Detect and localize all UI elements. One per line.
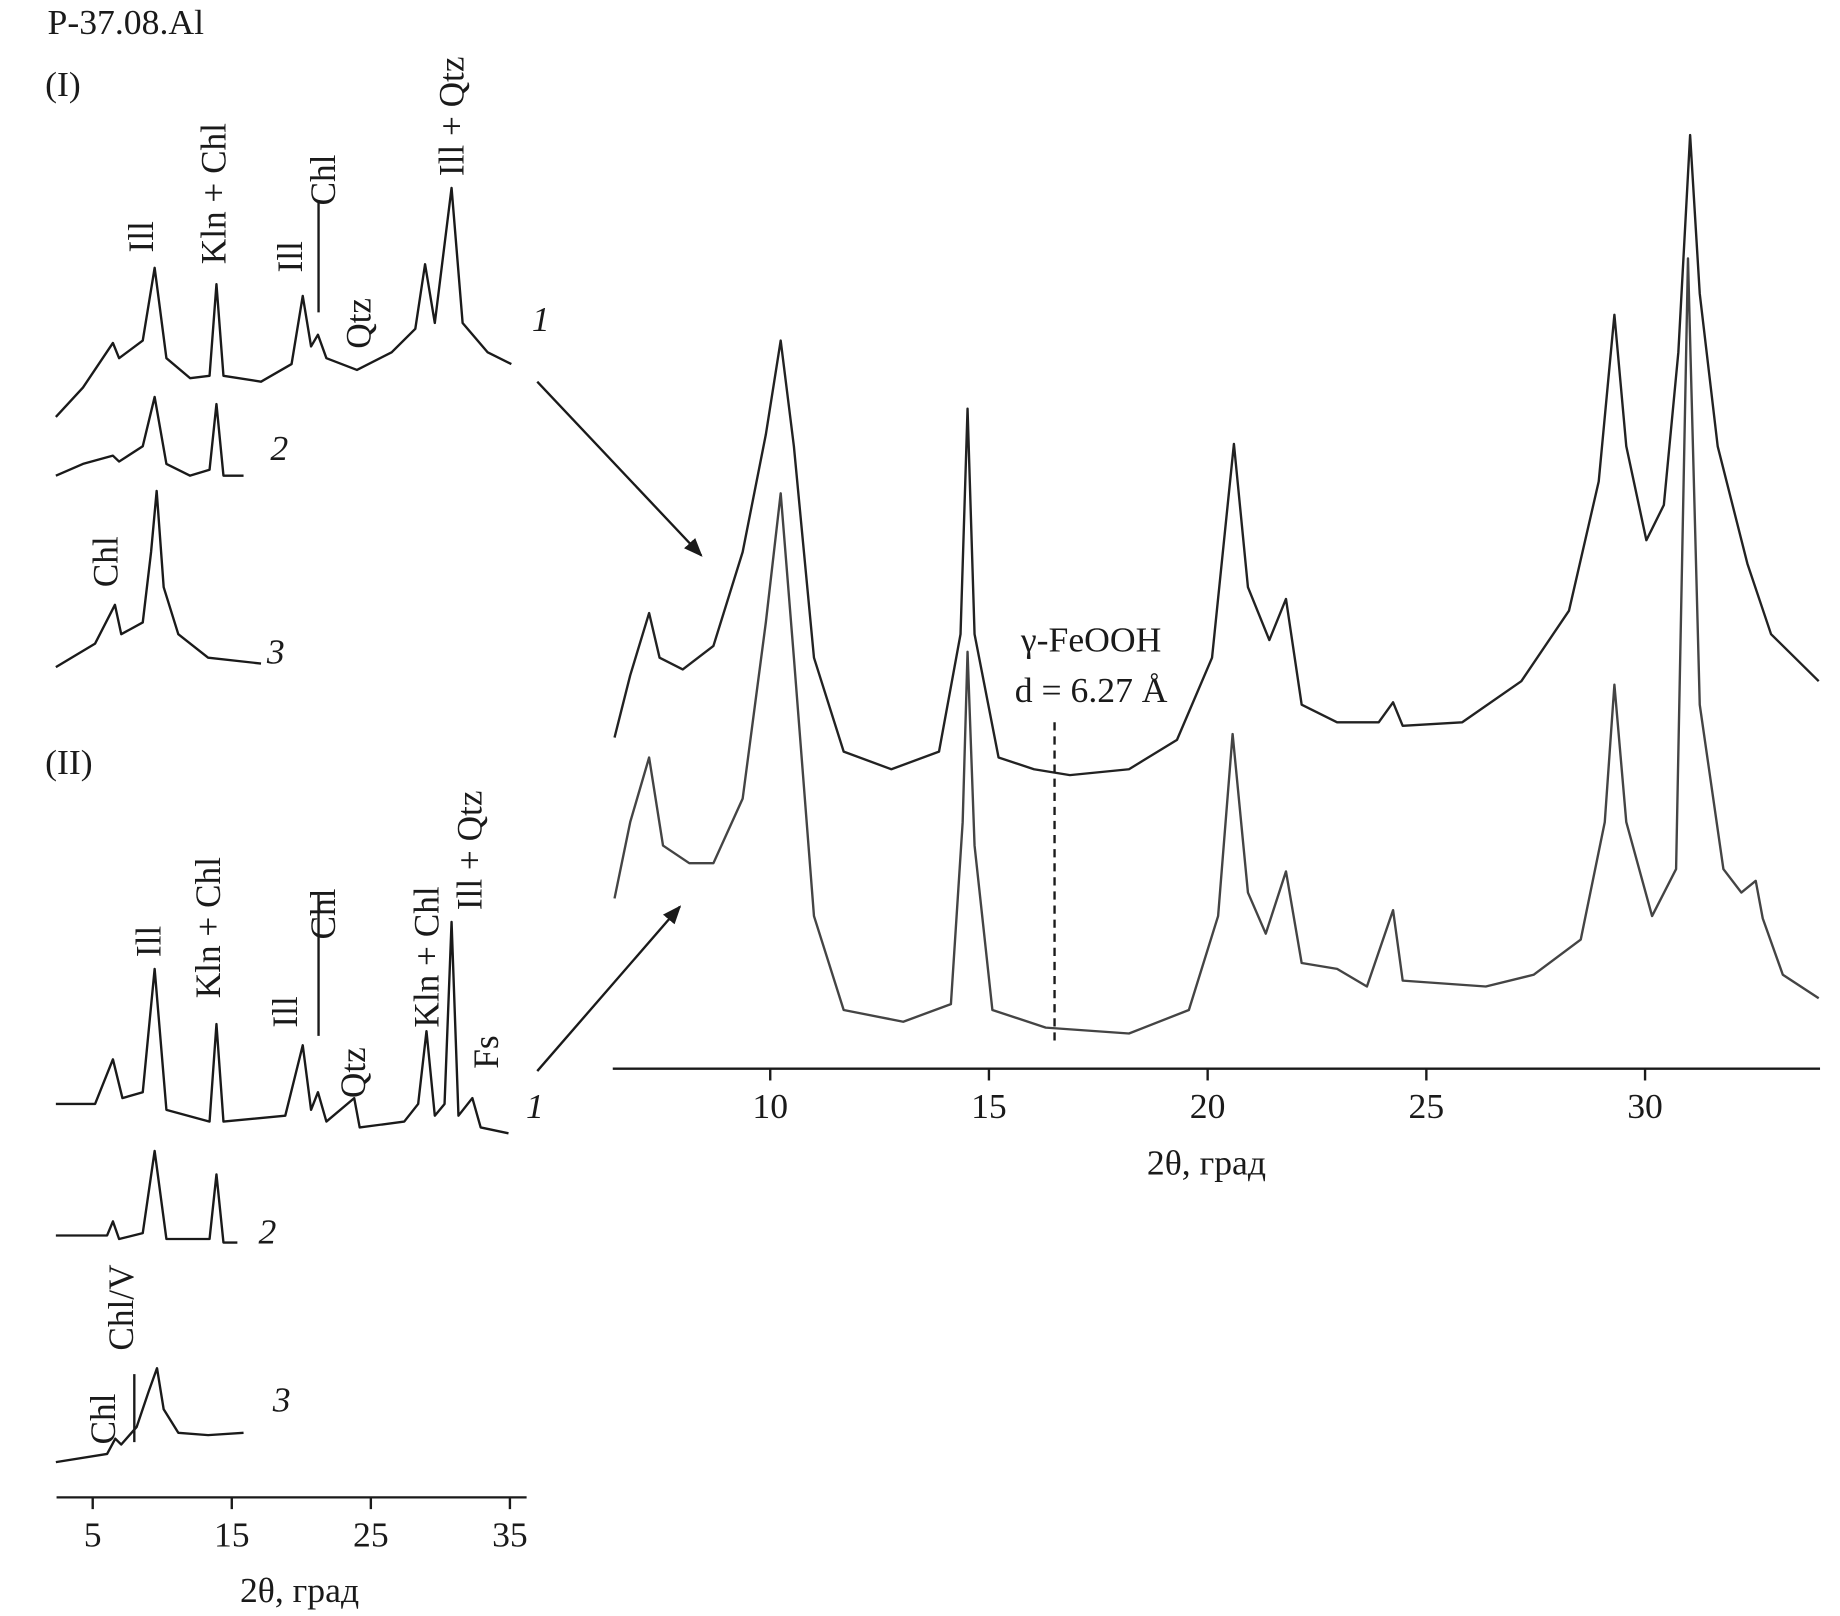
x-tick-label: 25	[1409, 1086, 1445, 1126]
sample-title: P-37.08.Al	[48, 2, 205, 42]
curve-label: 2	[259, 1212, 277, 1252]
curve-label: 1	[532, 299, 550, 339]
peak-label: Ill	[121, 221, 161, 252]
x-tick-label: 25	[353, 1515, 389, 1555]
peak-label: Chl	[303, 154, 343, 205]
peak-label: Fs	[466, 1035, 506, 1068]
x-tick-label: 15	[971, 1086, 1007, 1126]
peak-label: Kln + Chl	[406, 886, 446, 1027]
x-axis-label: 2θ, град	[1147, 1142, 1266, 1182]
curve-label: 3	[266, 632, 285, 672]
x-axis-label: 2θ, град	[240, 1570, 359, 1610]
peak-label: Ill + Qtz	[431, 57, 471, 177]
peak-label: Chl	[303, 888, 343, 939]
x-tick-label: 10	[752, 1086, 788, 1126]
curve-label: 3	[272, 1380, 291, 1420]
xrd-curve	[55, 1367, 244, 1464]
panel-label: (II)	[45, 742, 93, 782]
x-tick-label: 15	[214, 1515, 250, 1555]
arrow	[536, 905, 682, 1072]
curve-label: 1	[526, 1086, 544, 1126]
xrd-curve	[55, 920, 509, 1135]
peak-label: Chl	[83, 1393, 123, 1444]
xrd-curve	[55, 395, 244, 477]
peak-label: Ill + Qtz	[449, 791, 489, 911]
peak-label: Ill	[270, 241, 310, 272]
peak-label: Chl	[85, 536, 125, 587]
annotation: γ-FeOOH	[1020, 620, 1162, 660]
arrow	[536, 380, 703, 557]
x-tick-label: 20	[1190, 1086, 1226, 1126]
xrd-curve	[55, 1149, 238, 1244]
x-tick-label: 30	[1627, 1086, 1663, 1126]
xrd-curve	[613, 133, 1820, 777]
peak-label: Ill	[128, 926, 168, 957]
xrd-curve	[55, 489, 262, 669]
peak-label: Chl/V	[101, 1264, 141, 1351]
connectors	[133, 202, 703, 1443]
peak-label: Kln + Chl	[188, 857, 228, 998]
x-tick-label: 5	[84, 1515, 102, 1555]
xrd-curve	[54, 186, 512, 418]
peak-label: Qtz	[333, 1047, 373, 1098]
panel-label: (I)	[45, 64, 81, 104]
x-tick-label: 35	[492, 1515, 528, 1555]
annotation: d = 6.27 Å	[1015, 670, 1168, 710]
peak-label: Kln + Chl	[194, 123, 234, 264]
curve-label: 2	[270, 428, 288, 468]
peak-label: Ill	[265, 996, 305, 1027]
peak-label: Qtz	[339, 298, 379, 349]
xrd-curve	[613, 257, 1820, 1035]
